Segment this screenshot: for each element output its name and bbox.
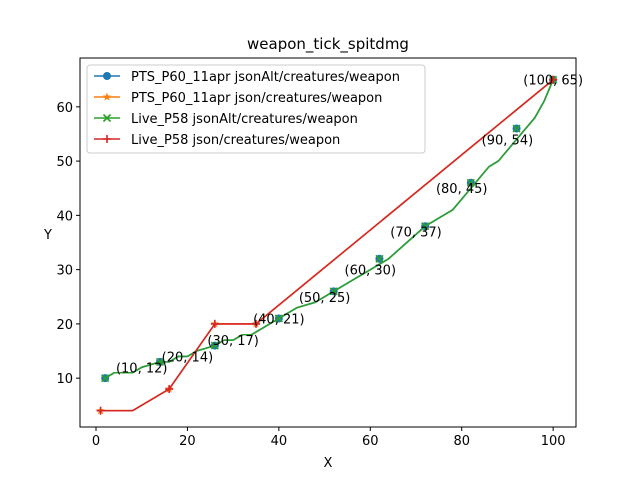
legend-item: Live_P58 json/creatures/weapon	[94, 133, 340, 148]
data-point	[421, 222, 430, 231]
x-tick-label: 60	[362, 434, 379, 449]
plot-area	[96, 75, 558, 415]
series-line	[100, 79, 554, 412]
data-point	[96, 406, 105, 415]
y-tick-label: 10	[56, 372, 73, 387]
x-tick-label: 80	[453, 434, 470, 449]
series-3	[101, 75, 558, 383]
y-axis: 10 20 30 40 50 60	[56, 101, 80, 387]
data-point	[252, 319, 260, 328]
data-point	[210, 341, 219, 350]
data-point	[375, 254, 384, 263]
x-tick-label: 0	[92, 434, 100, 449]
data-point	[165, 385, 174, 394]
data-point	[101, 374, 110, 383]
y-tick-label: 20	[56, 318, 73, 333]
legend-marker	[102, 113, 112, 123]
x-tick-label: 20	[179, 434, 196, 449]
chart-title: weapon_tick_spitdmg	[247, 35, 409, 54]
point-annotation: (30, 17)	[207, 334, 259, 349]
point-annotation: (20, 14)	[162, 350, 214, 365]
x-axis: 0 20 40 60 80 100	[92, 427, 566, 449]
point-annotation: (100, 65)	[523, 74, 583, 89]
data-point	[549, 75, 558, 84]
data-point	[329, 287, 338, 296]
series-4	[96, 75, 558, 415]
point-annotation: (90, 54)	[482, 133, 534, 148]
y-tick-label: 50	[56, 155, 73, 170]
data-point	[155, 357, 165, 366]
point-annotation: (40, 21)	[253, 312, 305, 327]
plot-frame	[79, 57, 577, 428]
y-tick-label: 40	[56, 209, 73, 224]
x-tick-label: 100	[541, 434, 566, 449]
legend-item: PTS_P60_11apr jsonAlt/creatures/weapon	[94, 70, 400, 85]
y-tick-label: 60	[56, 101, 73, 116]
legend-label: Live_P58 jsonAlt/creatures/weapon	[131, 112, 358, 127]
point-annotation: (50, 25)	[299, 291, 351, 306]
y-axis-label: Y	[43, 228, 52, 243]
series-line	[104, 79, 554, 379]
y-tick-label: 30	[56, 264, 73, 279]
data-point	[210, 319, 219, 328]
legend-marker	[102, 92, 112, 101]
data-point	[466, 178, 475, 187]
legend-item: Live_P58 jsonAlt/creatures/weapon	[94, 112, 358, 127]
data-point	[274, 314, 283, 323]
legend-item: PTS_P60_11apr json/creatures/weapon	[94, 91, 382, 106]
x-tick-label: 40	[271, 434, 288, 449]
point-annotation: (70, 37)	[390, 226, 442, 241]
x-axis-label: X	[324, 456, 333, 471]
point-annotation: (60, 30)	[345, 264, 397, 279]
legend-marker	[103, 135, 111, 143]
point-annotation: (10, 12)	[116, 361, 168, 376]
point-annotations: (10, 12)(20, 14)(30, 17) (40, 21) (50, 25)…	[116, 74, 583, 377]
point-annotation: (80, 45)	[436, 182, 488, 197]
legend-marker	[103, 72, 111, 80]
data-point	[512, 124, 521, 133]
legend-label: PTS_P60_11apr jsonAlt/creatures/weapon	[131, 70, 400, 85]
legend-label: Live_P58 json/creatures/weapon	[131, 133, 340, 148]
legend-box	[86, 64, 426, 154]
legend-label: PTS_P60_11apr json/creatures/weapon	[131, 91, 382, 106]
legend: PTS_P60_11apr jsonAlt/creatures/weapon PT…	[86, 64, 426, 154]
